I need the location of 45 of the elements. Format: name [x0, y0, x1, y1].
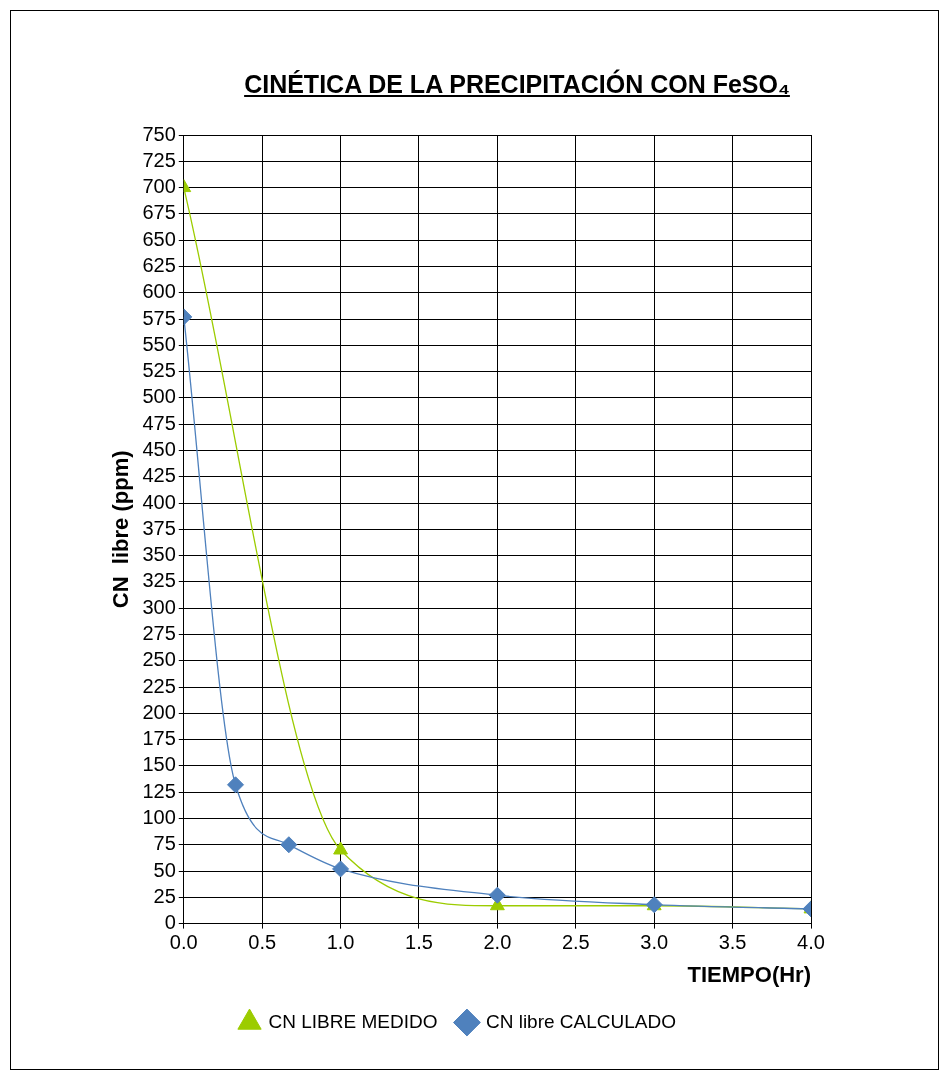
- x-tick-label: 0.0: [169, 931, 198, 954]
- y-tick-label: 350: [142, 543, 176, 566]
- x-axis-title: TIEMPO(Hr): [687, 961, 811, 987]
- y-tick-label: 300: [142, 595, 176, 618]
- x-tick-label: 2.5: [561, 931, 590, 954]
- y-tick-label: 325: [142, 569, 176, 592]
- y-tick-label: 625: [142, 253, 176, 276]
- y-tick-label: 550: [142, 332, 176, 355]
- y-tick-label: 475: [142, 411, 176, 434]
- y-tick-label: 725: [142, 148, 176, 171]
- chart-title: CINÉTICA DE LA PRECIPITACIÓN CON FeSO₄: [243, 70, 791, 99]
- y-tick-label: 150: [142, 753, 176, 776]
- y-tick-label: 425: [142, 464, 176, 487]
- y-tick-label: 375: [142, 516, 176, 539]
- y-tick-label: 200: [142, 700, 176, 723]
- y-tick-label: 600: [142, 280, 176, 303]
- y-tick-label: 500: [142, 385, 176, 408]
- y-tick-label: 75: [153, 832, 176, 855]
- x-tick-label: 4.0: [797, 931, 825, 954]
- legend-label: CN libre CALCULADO: [485, 1010, 676, 1032]
- x-tick-label: 3.0: [640, 931, 669, 954]
- x-tick-label: 2.0: [483, 931, 512, 954]
- y-tick-label: 100: [142, 805, 176, 828]
- legend-label: CN LIBRE MEDIDO: [268, 1010, 438, 1032]
- y-tick-label: 525: [142, 359, 176, 382]
- x-tick-label: 1.0: [326, 931, 355, 954]
- y-tick-label: 125: [142, 779, 176, 802]
- y-tick-label: 450: [142, 437, 176, 460]
- y-tick-label: 750: [142, 122, 176, 145]
- y-axis-title: CN libre (ppm): [108, 450, 134, 609]
- y-tick-label: 50: [153, 858, 176, 881]
- y-tick-label: 250: [142, 648, 176, 671]
- x-tick-label: 3.5: [718, 931, 747, 954]
- y-tick-label: 0: [164, 911, 176, 934]
- y-tick-label: 575: [142, 306, 176, 329]
- y-tick-label: 675: [142, 201, 176, 224]
- y-tick-label: 175: [142, 727, 176, 750]
- y-tick-label: 25: [153, 884, 176, 907]
- y-tick-label: 275: [142, 621, 176, 644]
- y-tick-label: 650: [142, 227, 176, 250]
- y-tick-label: 400: [142, 490, 176, 513]
- y-tick-label: 225: [142, 674, 176, 697]
- x-tick-label: 0.5: [248, 931, 277, 954]
- y-tick-label: 700: [142, 175, 176, 198]
- x-tick-label: 1.5: [405, 931, 433, 954]
